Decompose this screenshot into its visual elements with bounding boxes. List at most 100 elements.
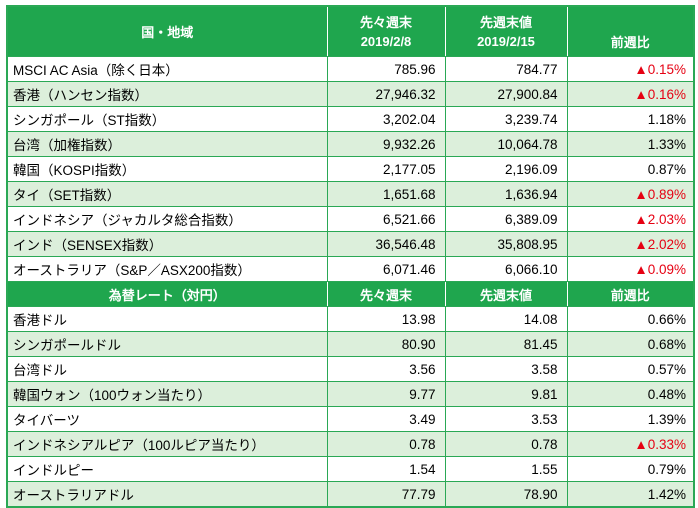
fx-row: 香港ドル 13.98 14.08 0.66%	[6, 306, 695, 332]
last-week-value: 78.90	[444, 481, 568, 508]
currency-label: インドルピー	[6, 456, 328, 482]
wow-change-value: 1.33%	[566, 131, 695, 157]
last-week-label: 先週末値	[479, 14, 532, 30]
wow-change-value: ▲0.16%	[566, 81, 695, 107]
last-week-value: 9.81	[444, 381, 568, 407]
two-weeks-ago-value: 2,177.05	[326, 156, 446, 182]
last-week-value: 3.58	[444, 356, 568, 382]
currency-label: 韓国ウォン（100ウォン当たり）	[6, 381, 328, 407]
col-header-wow-change: 前週比	[566, 5, 695, 57]
two-weeks-ago-value: 9.77	[326, 381, 446, 407]
last-week-value: 784.77	[444, 56, 568, 82]
index-row: オーストラリア（S&P／ASX200指数） 6,071.46 6,066.10 ▲0.…	[6, 256, 695, 282]
wow-change-value: ▲0.15%	[566, 56, 695, 82]
currency-label: タイバーツ	[6, 406, 328, 432]
last-week-value: 2,196.09	[444, 156, 568, 182]
two-weeks-ago-value: 36,546.48	[326, 231, 446, 257]
country-index-label: シンガポール（ST指数）	[6, 106, 328, 132]
wow-change-value: ▲0.33%	[566, 431, 695, 457]
fx-row: 韓国ウォン（100ウォン当たり） 9.77 9.81 0.48%	[6, 381, 695, 407]
index-row: 韓国（KOSPI指数） 2,177.05 2,196.09 0.87%	[6, 156, 695, 182]
index-row: 台湾（加権指数） 9,932.26 10,064.78 1.33%	[6, 131, 695, 157]
currency-label: シンガポールドル	[6, 331, 328, 357]
index-row: タイ（SET指数） 1,651.68 1,636.94 ▲0.89%	[6, 181, 695, 207]
currency-label: 香港ドル	[6, 306, 328, 332]
fx-header-title: 為替レート（対円）	[6, 281, 328, 307]
country-index-label: 香港（ハンセン指数）	[6, 81, 328, 107]
two-weeks-ago-value: 1,651.68	[326, 181, 446, 207]
two-weeks-ago-value: 0.78	[326, 431, 446, 457]
last-week-value: 35,808.95	[444, 231, 568, 257]
country-index-label: 台湾（加権指数）	[6, 131, 328, 157]
country-index-label: 韓国（KOSPI指数）	[6, 156, 328, 182]
col-header-two-weeks-ago: 先々週末 2019/2/8	[326, 5, 446, 57]
two-weeks-ago-value: 1.54	[326, 456, 446, 482]
two-weeks-ago-value: 27,946.32	[326, 81, 446, 107]
last-week-value: 3,239.74	[444, 106, 568, 132]
wow-change-value: 0.48%	[566, 381, 695, 407]
col-header-last-week: 先週末値 2019/2/15	[444, 5, 568, 57]
col-header-country-region: 国・地域	[6, 5, 328, 57]
two-weeks-ago-value: 80.90	[326, 331, 446, 357]
fx-rates-section: 香港ドル 13.98 14.08 0.66% シンガポールドル 80.90 81.45 0.6…	[6, 306, 695, 508]
wow-change-value: ▲2.02%	[566, 231, 695, 257]
two-weeks-ago-value: 785.96	[326, 56, 446, 82]
fx-row: オーストラリアドル 77.79 78.90 1.42%	[6, 481, 695, 508]
wow-change-value: 0.79%	[566, 456, 695, 482]
wow-change-value: 0.68%	[566, 331, 695, 357]
last-week-value: 1.55	[444, 456, 568, 482]
country-index-label: オーストラリア（S&P／ASX200指数）	[6, 256, 328, 282]
two-weeks-ago-value: 3.56	[326, 356, 446, 382]
fx-header-last-week: 先週末値	[444, 281, 568, 307]
fx-row: シンガポールドル 80.90 81.45 0.68%	[6, 331, 695, 357]
fx-row: インドネシアルピア（100ルピア当たり） 0.78 0.78 ▲0.33%	[6, 431, 695, 457]
two-weeks-ago-value: 3,202.04	[326, 106, 446, 132]
index-row: 香港（ハンセン指数） 27,946.32 27,900.84 ▲0.16%	[6, 81, 695, 107]
wow-change-value: ▲0.89%	[566, 181, 695, 207]
two-weeks-ago-value: 77.79	[326, 481, 446, 508]
fx-header-wow-change: 前週比	[566, 281, 695, 307]
two-weeks-ago-value: 6,071.46	[326, 256, 446, 282]
wow-change-value: 0.87%	[566, 156, 695, 182]
fx-header-row: 為替レート（対円） 先々週末 先週末値 前週比	[6, 281, 695, 307]
fx-row: タイバーツ 3.49 3.53 1.39%	[6, 406, 695, 432]
index-row: インド（SENSEX指数） 36,546.48 35,808.95 ▲2.02%	[6, 231, 695, 257]
currency-label: オーストラリアドル	[6, 481, 328, 508]
two-weeks-ago-value: 9,932.26	[326, 131, 446, 157]
country-index-label: インド（SENSEX指数）	[6, 231, 328, 257]
country-index-label: インドネシア（ジャカルタ総合指数）	[6, 206, 328, 232]
currency-label: インドネシアルピア（100ルピア当たり）	[6, 431, 328, 457]
country-index-label: タイ（SET指数）	[6, 181, 328, 207]
currency-label: 台湾ドル	[6, 356, 328, 382]
fx-row: インドルピー 1.54 1.55 0.79%	[6, 456, 695, 482]
market-data-table: 国・地域 先々週末 2019/2/8 先週末値 2019/2/15 前週比 MS…	[6, 5, 695, 508]
two-weeks-ago-date: 2019/2/8	[360, 33, 412, 49]
last-week-value: 3.53	[444, 406, 568, 432]
fx-row: 台湾ドル 3.56 3.58 0.57%	[6, 356, 695, 382]
last-week-date: 2019/2/15	[477, 33, 535, 49]
last-week-value: 0.78	[444, 431, 568, 457]
last-week-value: 6,066.10	[444, 256, 568, 282]
wow-change-value: 1.18%	[566, 106, 695, 132]
two-weeks-ago-label: 先々週末	[359, 14, 412, 30]
two-weeks-ago-value: 6,521.66	[326, 206, 446, 232]
last-week-value: 14.08	[444, 306, 568, 332]
wow-change-value: 0.66%	[566, 306, 695, 332]
wow-change-value: ▲2.03%	[566, 206, 695, 232]
last-week-value: 6,389.09	[444, 206, 568, 232]
last-week-value: 27,900.84	[444, 81, 568, 107]
last-week-value: 81.45	[444, 331, 568, 357]
wow-change-value: 0.57%	[566, 356, 695, 382]
index-row: MSCI AC Asia（除く日本） 785.96 784.77 ▲0.15%	[6, 56, 695, 82]
two-weeks-ago-value: 13.98	[326, 306, 446, 332]
indices-header-row: 国・地域 先々週末 2019/2/8 先週末値 2019/2/15 前週比	[6, 5, 695, 57]
fx-header-two-weeks-ago: 先々週末	[326, 281, 446, 307]
two-weeks-ago-value: 3.49	[326, 406, 446, 432]
last-week-value: 10,064.78	[444, 131, 568, 157]
wow-change-value: 1.42%	[566, 481, 695, 508]
last-week-value: 1,636.94	[444, 181, 568, 207]
wow-change-value: ▲0.09%	[566, 256, 695, 282]
wow-change-value: 1.39%	[566, 406, 695, 432]
stock-indices-section: MSCI AC Asia（除く日本） 785.96 784.77 ▲0.15% 香港（ハ…	[6, 56, 695, 282]
country-index-label: MSCI AC Asia（除く日本）	[6, 56, 328, 82]
